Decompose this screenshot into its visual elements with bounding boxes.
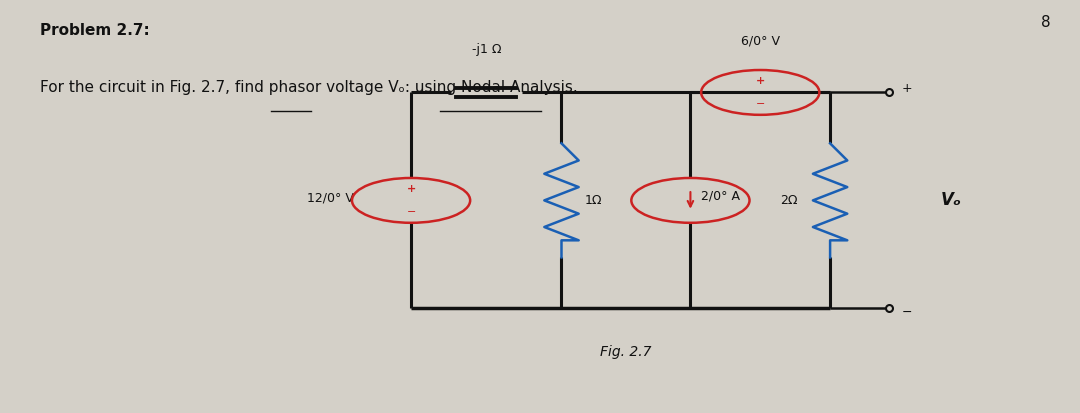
Text: Fig. 2.7: Fig. 2.7 bbox=[600, 345, 651, 359]
Text: +: + bbox=[406, 184, 416, 194]
Text: −: − bbox=[406, 206, 416, 216]
Text: −: − bbox=[902, 306, 913, 319]
Text: 6/0° V: 6/0° V bbox=[741, 35, 780, 47]
Text: 2Ω: 2Ω bbox=[781, 194, 798, 207]
Text: 2/0° A: 2/0° A bbox=[701, 190, 740, 203]
Text: -j1 Ω: -j1 Ω bbox=[472, 43, 501, 56]
Text: Problem 2.7:: Problem 2.7: bbox=[40, 23, 150, 38]
Text: +: + bbox=[756, 76, 765, 86]
Text: +: + bbox=[902, 82, 913, 95]
Text: 1Ω: 1Ω bbox=[585, 194, 603, 207]
Text: 12/0° V: 12/0° V bbox=[307, 192, 354, 205]
Text: 8: 8 bbox=[1041, 15, 1051, 30]
Text: −: − bbox=[756, 99, 765, 109]
Text: For the circuit in Fig. 2.7, find phasor voltage Vₒ: using Nodal Analysis.: For the circuit in Fig. 2.7, find phasor… bbox=[40, 80, 578, 95]
Text: Vₒ: Vₒ bbox=[941, 191, 962, 209]
